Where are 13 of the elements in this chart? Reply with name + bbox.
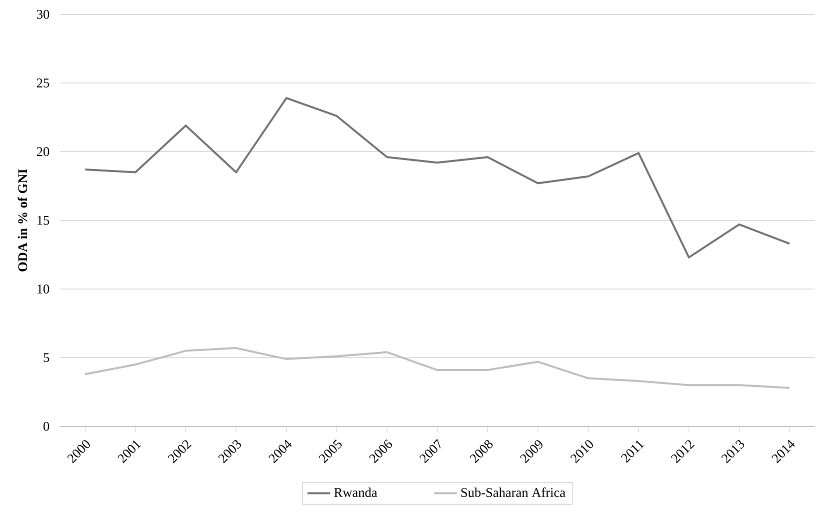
y-tick-label: 5	[44, 353, 50, 362]
x-tick-label: 2011	[621, 440, 644, 463]
y-tick-label: 20	[36, 147, 50, 156]
line-series	[84, 347, 791, 389]
y-tick-label: 25	[36, 78, 50, 88]
legend-label: Rwanda	[334, 488, 378, 497]
y-tick-label: 0	[43, 422, 50, 431]
y-tick-label: 10	[38, 284, 50, 294]
legend-label: Sub-Saharan Africa	[461, 488, 566, 498]
y-axis-title: ODA in % of GNI	[18, 169, 28, 272]
line-series	[84, 97, 791, 258]
y-tick-label: 15	[38, 216, 50, 225]
y-tick-label: 30	[37, 10, 50, 19]
